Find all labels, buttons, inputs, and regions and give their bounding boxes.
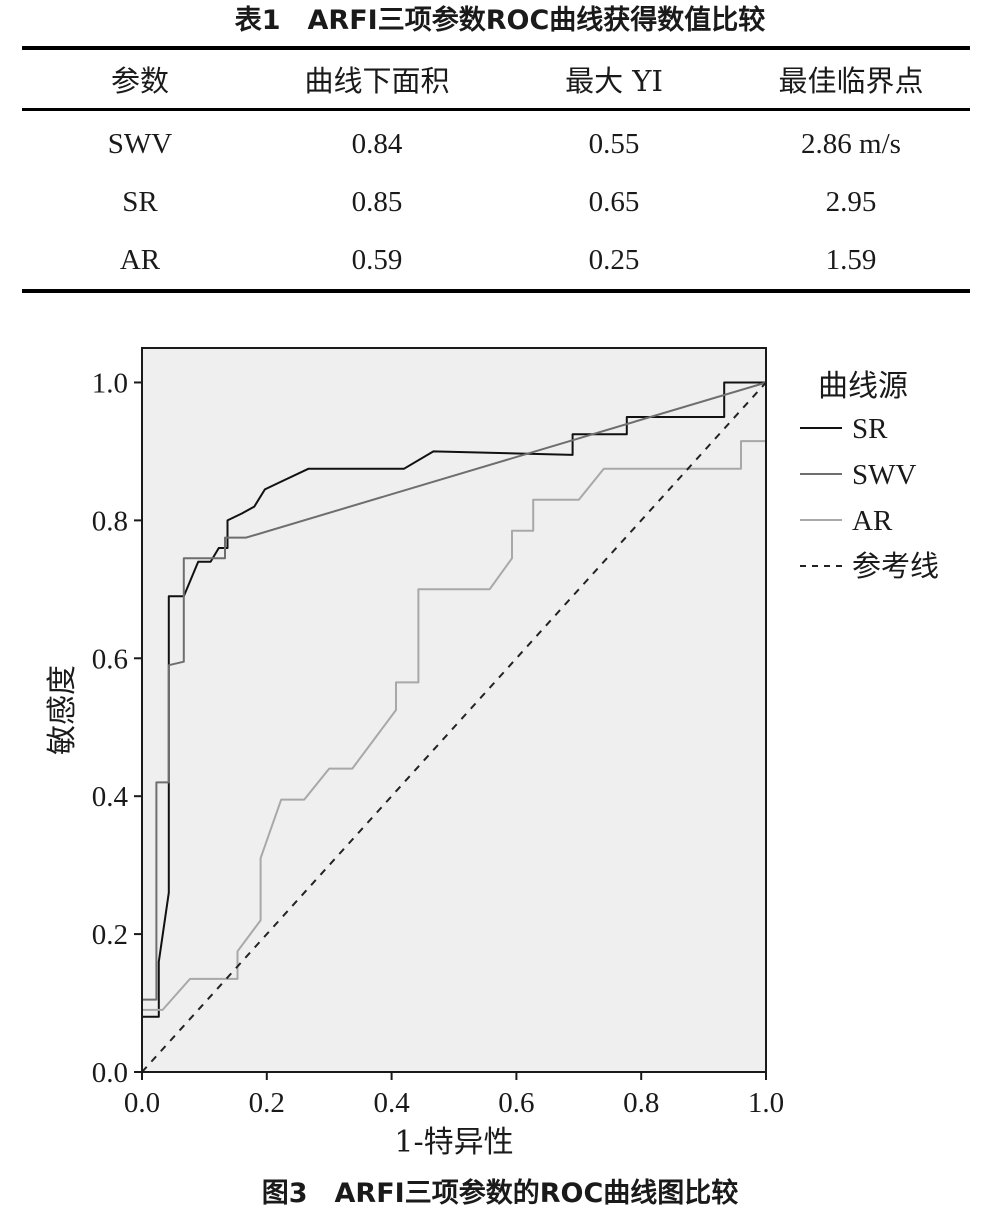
header-max-yi: 最大 YI [496,48,732,111]
plot-area [142,348,766,1072]
x-axis-label: 1-特异性 [394,1125,513,1160]
y-tick-label: 0.4 [92,781,129,813]
y-tick-label: 0.0 [92,1057,128,1089]
data-table: 参数 曲线下面积 最大 YI 最佳临界点 SWV 0.84 0.55 2.86 … [22,46,970,293]
y-tick-label: 0.6 [92,643,128,675]
legend-label: 参考线 [852,550,939,583]
x-tick-label: 0.4 [373,1087,410,1119]
cell-auc: 0.84 [351,127,403,160]
series-line-SWV [141,381,767,1072]
plot-frame [141,347,767,1073]
legend-label: SWV [852,459,917,491]
cell-param: AR [119,243,161,276]
x-tick-label: 0.0 [124,1087,160,1119]
table-row: SR 0.85 0.65 2.95 [22,173,970,231]
table-header-row: 参数 曲线下面积 最大 YI 最佳临界点 [22,48,970,111]
series-line-AR [141,440,766,1072]
cell-auc: 0.59 [351,243,403,276]
x-tick-label: 0.6 [498,1087,534,1119]
cell-cutoff: 1.59 [825,243,877,276]
y-tick-label: 0.8 [92,505,128,537]
cell-max-yi: 0.55 [588,127,640,160]
cell-auc: 0.85 [351,185,403,218]
series-layer [141,381,767,1073]
y-tick-label: 0.2 [92,919,128,951]
table-title: 表1 ARFI三项参数ROC曲线获得数值比较 [234,5,766,36]
cell-param: SWV [107,127,173,160]
x-tick-label: 0.8 [623,1087,659,1119]
y-axis-label: 敏感度 [45,665,80,755]
header-cutoff: 最佳临界点 [732,48,970,111]
x-tick-label: 0.2 [249,1087,285,1119]
figure-caption: 图3 ARFI三项参数的ROC曲线图比较 [261,1178,739,1209]
legend-title: 曲线源 [818,369,908,404]
cell-max-yi: 0.65 [588,185,640,218]
cell-max-yi: 0.25 [588,243,640,276]
series-line-SR [141,381,766,1072]
table-row: AR 0.59 0.25 1.59 [22,231,970,291]
table-row: SWV 0.84 0.55 2.86 m/s [22,110,970,174]
header-param: 参数 [22,48,258,111]
cell-cutoff: 2.95 [825,185,877,218]
series-line-参考线 [141,381,767,1073]
cell-cutoff: 2.86 m/s [801,127,901,160]
axes-layer: 0.0 0.2 0.4 0.6 0.8 1.0 0.0 0.2 0.4 0.6 0.8 1.0 [92,367,784,1119]
legend: 曲线源 SR SWV AR 参考线 [800,369,939,583]
header-auc: 曲线下面积 [258,48,496,111]
x-tick-label: 1.0 [748,1087,784,1119]
legend-label: SR [852,413,888,445]
legend-label: AR [852,505,893,537]
cell-param: SR [122,185,158,218]
roc-chart: 0.0 0.2 0.4 0.6 0.8 1.0 0.0 0.2 0.4 0.6 0.8 1.0 1-特… [45,347,939,1160]
y-tick-label: 1.0 [92,367,128,399]
